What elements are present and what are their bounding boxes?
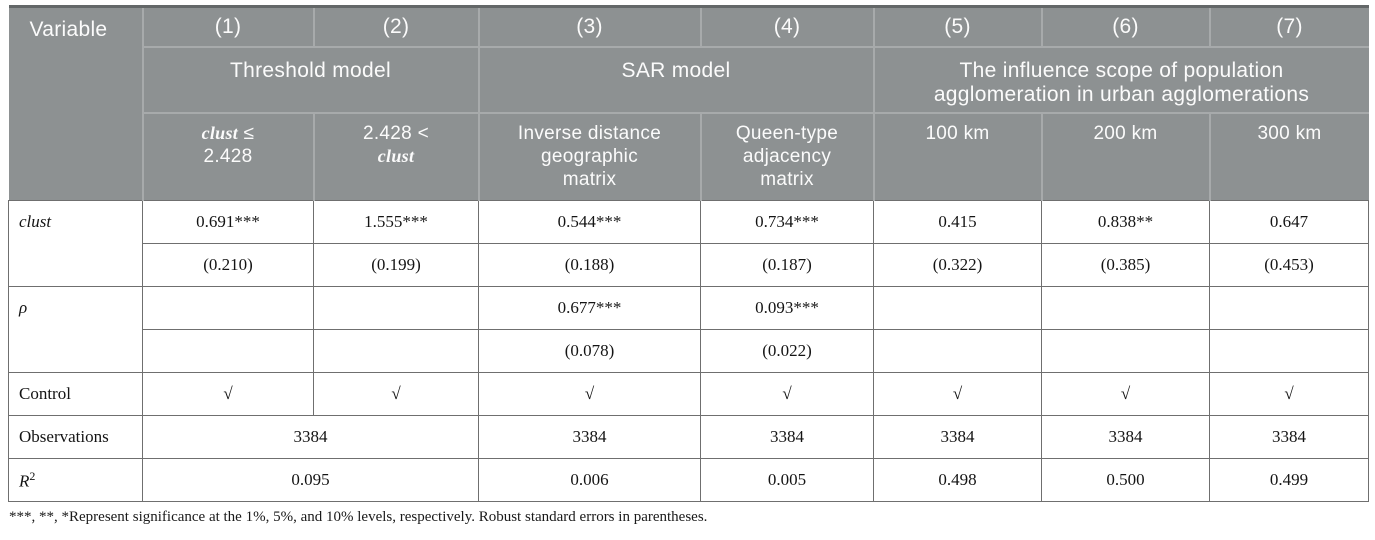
data-cell: 0.005 — [700, 458, 874, 502]
col-header-4: (4) — [699, 6, 875, 48]
data-cell: 0.544*** — [478, 200, 701, 244]
data-cell — [142, 329, 314, 373]
subheader-300km: 300 km — [1208, 111, 1369, 201]
subheader-line: 2.428 — [203, 145, 253, 167]
subheader-100km: 100 km — [872, 111, 1043, 201]
data-cell — [1041, 286, 1210, 330]
data-cell: 3384 — [873, 415, 1042, 459]
clust-variable-label: clust — [377, 145, 415, 166]
table-header: Variable (1) (2) (3) (4) (5) (6) (7) Thr… — [8, 6, 1369, 201]
data-cell: 0.498 — [873, 458, 1042, 502]
data-cell-merged: 3384 — [142, 415, 479, 459]
row-rho-coefficients: ρ 0.677*** 0.093*** — [8, 286, 1369, 373]
data-cell: (0.322) — [873, 243, 1042, 287]
subheader-line: Queen-type — [735, 122, 839, 144]
data-cell — [1209, 286, 1369, 330]
data-cell: 0.500 — [1041, 458, 1210, 502]
data-cell — [313, 286, 479, 330]
data-cell: 3384 — [478, 415, 701, 459]
check-cell: √ — [313, 372, 479, 416]
subheader-line: clust ≤ — [201, 122, 255, 144]
row-rho-standard-errors: (0.078) (0.022) — [9, 329, 1369, 373]
subheader-line: adjacency — [742, 145, 832, 167]
check-cell: √ — [478, 372, 701, 416]
data-cell: (0.022) — [700, 329, 874, 373]
data-cell: 0.691*** — [142, 200, 314, 244]
corner-header-variable: Variable — [8, 6, 144, 201]
group-header-influence-scope: The influence scope of population agglom… — [872, 45, 1369, 114]
subheader-line: clust — [315, 145, 478, 168]
header-row-subheaders: clust ≤ 2.428 2.428 < clust Inverse dist… — [9, 111, 1369, 201]
data-cell: 0.499 — [1209, 458, 1369, 502]
data-cell: 0.415 — [873, 200, 1042, 244]
clust-variable-label: clust — [201, 122, 239, 143]
data-cell: (0.453) — [1209, 243, 1369, 287]
r-squared-exponent: 2 — [29, 468, 36, 483]
data-cell: (0.078) — [478, 329, 701, 373]
data-cell: 0.647 — [1209, 200, 1369, 244]
row-label-rho: ρ — [8, 286, 143, 373]
col-header-2: (2) — [312, 6, 480, 48]
row-clust-standard-errors: (0.210) (0.199) (0.188) (0.187) (0.322) … — [9, 243, 1369, 287]
check-cell: √ — [873, 372, 1042, 416]
regression-results-table: Variable (1) (2) (3) (4) (5) (6) (7) Thr… — [8, 5, 1369, 502]
row-observations: Observations 3384 3384 3384 3384 3384 33… — [8, 415, 1369, 459]
col-header-1: (1) — [141, 6, 315, 48]
paper-table-figure: Variable (1) (2) (3) (4) (5) (6) (7) Thr… — [8, 5, 1369, 525]
check-cell: √ — [142, 372, 314, 416]
data-cell: (0.188) — [478, 243, 701, 287]
data-cell: 1.555*** — [313, 200, 479, 244]
subheader-line: matrix — [562, 168, 617, 190]
data-cell: (0.199) — [313, 243, 479, 287]
col-header-3: (3) — [477, 6, 702, 48]
subheader-queen-adjacency-matrix: Queen-type adjacency matrix — [699, 111, 875, 201]
data-cell: (0.385) — [1041, 243, 1210, 287]
data-cell: 0.838** — [1041, 200, 1210, 244]
subheader-200km: 200 km — [1040, 111, 1211, 201]
subheader-line: geographic — [540, 145, 639, 167]
subheader-threshold-lt-clust: 2.428 < clust — [312, 111, 480, 201]
data-cell — [313, 329, 479, 373]
group-header-sar-model: SAR model — [477, 45, 875, 114]
data-cell: 3384 — [700, 415, 874, 459]
data-cell: (0.187) — [700, 243, 874, 287]
row-clust-coefficients: clust 0.691*** 1.555*** 0.544*** 0.734**… — [8, 200, 1369, 287]
data-cell — [873, 286, 1042, 330]
data-cell: 0.677*** — [478, 286, 701, 330]
data-cell — [873, 329, 1042, 373]
check-cell: √ — [700, 372, 874, 416]
row-r-squared: R2 0.095 0.006 0.005 0.498 0.500 0.499 — [8, 458, 1369, 502]
data-cell: 3384 — [1041, 415, 1210, 459]
header-row-groups: Threshold model SAR model The influence … — [9, 45, 1369, 114]
row-label-observations: Observations — [8, 415, 143, 459]
header-row-numbers: Variable (1) (2) (3) (4) (5) (6) (7) — [8, 6, 1369, 201]
subheader-clust-le-threshold: clust ≤ 2.428 — [142, 111, 315, 201]
group-header-threshold-model: Threshold model — [142, 45, 480, 114]
subheader-line: 2.428 < — [362, 122, 430, 144]
data-cell: 3384 — [1209, 415, 1369, 459]
row-label-r-squared: R2 — [8, 458, 143, 502]
data-cell — [1209, 329, 1369, 373]
data-cell — [142, 286, 314, 330]
data-cell: (0.210) — [142, 243, 314, 287]
table-body: clust 0.691*** 1.555*** 0.544*** 0.734**… — [8, 200, 1369, 502]
data-cell: 0.734*** — [700, 200, 874, 244]
check-cell: √ — [1041, 372, 1210, 416]
row-label-clust: clust — [8, 200, 143, 287]
data-cell: 0.093*** — [700, 286, 874, 330]
row-control: Control √ √ √ √ √ √ √ — [8, 372, 1369, 416]
col-header-6: (6) — [1040, 6, 1211, 48]
data-cell: 0.006 — [478, 458, 701, 502]
data-cell — [1041, 329, 1210, 373]
data-cell-merged: 0.095 — [142, 458, 479, 502]
significance-footnote: ***, **, *Represent significance at the … — [9, 509, 708, 525]
subheader-line: Inverse distance — [517, 122, 662, 144]
subheader-inverse-distance-matrix: Inverse distance geographic matrix — [477, 111, 702, 201]
r-symbol: R — [19, 471, 30, 491]
col-header-5: (5) — [872, 6, 1043, 48]
check-cell: √ — [1209, 372, 1369, 416]
col-header-7: (7) — [1208, 6, 1369, 48]
subheader-line: matrix — [760, 168, 814, 190]
row-label-control: Control — [8, 372, 143, 416]
